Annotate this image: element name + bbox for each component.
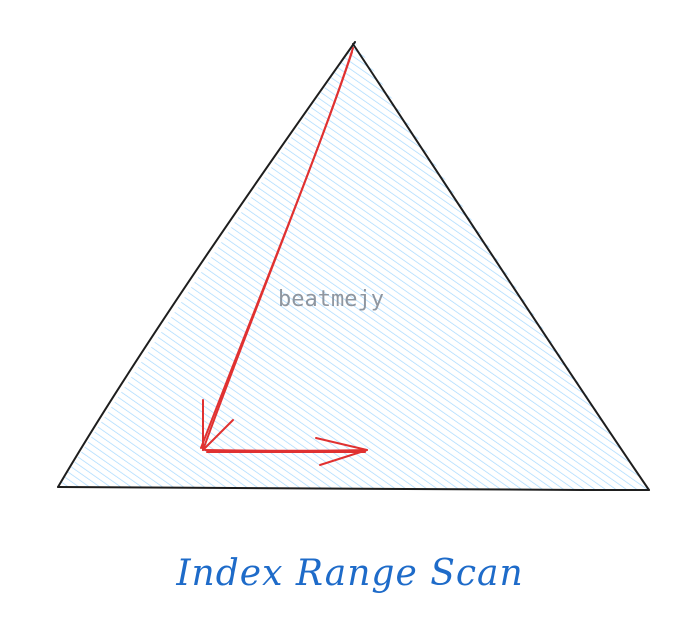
descent-arrowhead — [202, 399, 234, 451]
diagram-caption: Index Range Scan — [175, 553, 523, 594]
scan-arrow — [204, 437, 368, 466]
watermark-text: beatmejy — [278, 287, 384, 312]
scan-arrowhead — [315, 437, 368, 466]
index-tree-fill — [58, 42, 649, 490]
descent-arrow — [200, 47, 354, 451]
index-tree-outline — [57, 41, 650, 491]
